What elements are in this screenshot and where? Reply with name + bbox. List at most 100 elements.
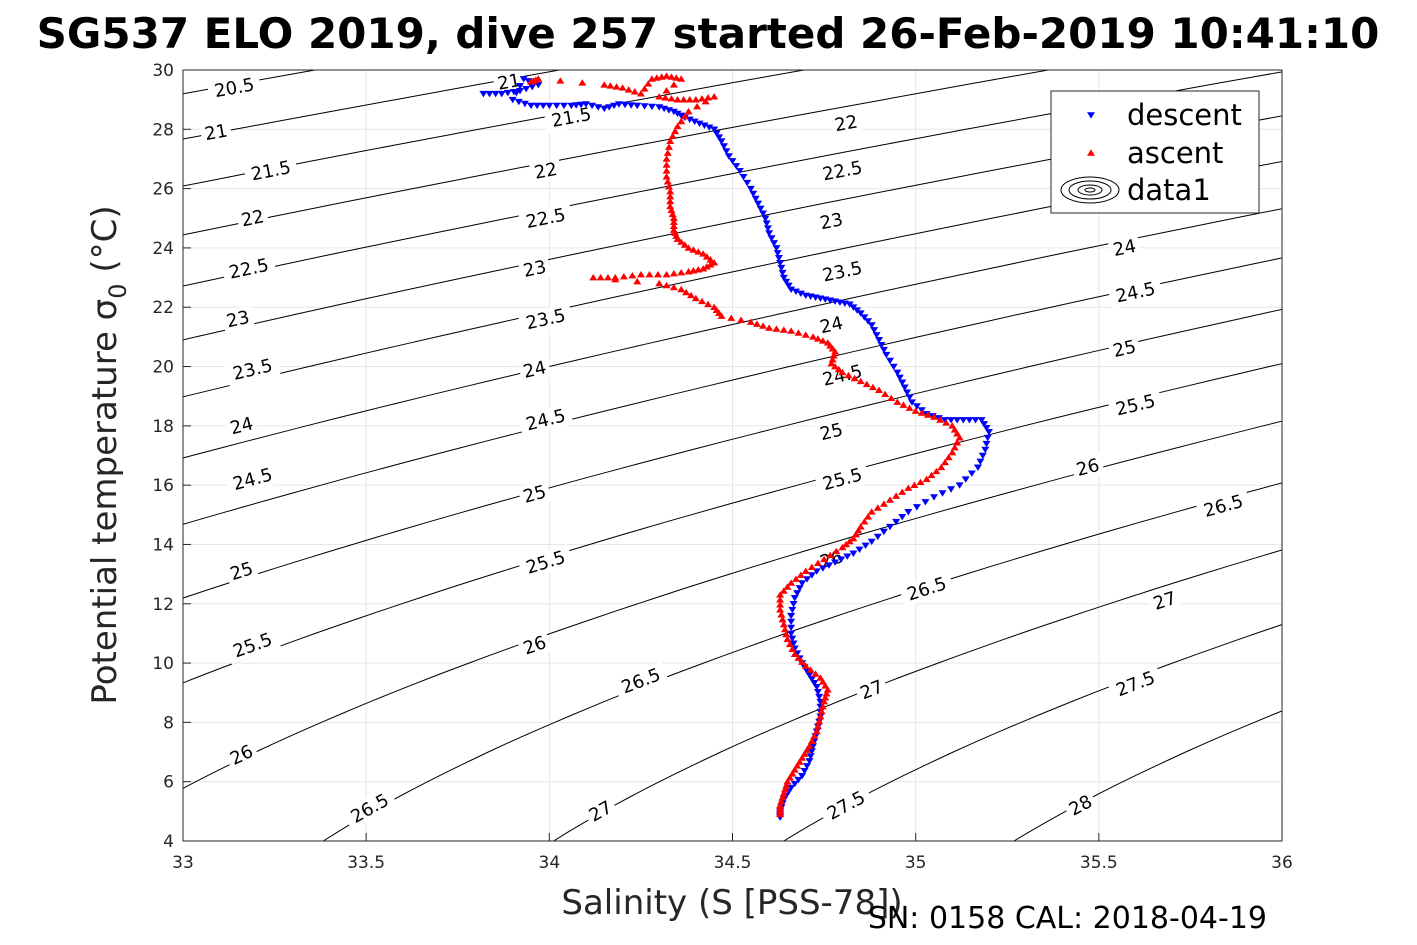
descent-point xyxy=(677,112,686,120)
ascent-point xyxy=(589,273,598,281)
contour-label-11: 23 xyxy=(220,305,255,334)
ascent-point xyxy=(881,390,890,398)
legend-item-data1[interactable]: data1 xyxy=(1060,173,1211,207)
descent-point xyxy=(512,89,521,97)
ascent-point xyxy=(782,782,791,789)
ascent-point xyxy=(666,137,675,144)
descent-point xyxy=(904,509,913,516)
descent-point xyxy=(790,780,799,788)
descent-point xyxy=(807,748,816,755)
contour-label-bg xyxy=(221,252,277,285)
ascent-point xyxy=(697,95,706,102)
contour-label-bg xyxy=(517,402,574,437)
ascent-point xyxy=(779,789,788,797)
ascent-point xyxy=(791,575,800,582)
y-tick-label-13: 30 xyxy=(152,61,174,81)
descent-point xyxy=(807,676,816,683)
ascent-point xyxy=(661,94,670,101)
ascent-point xyxy=(636,271,645,278)
y-tick-label-11: 26 xyxy=(152,180,174,200)
descent-point xyxy=(700,122,709,129)
descent-point xyxy=(715,134,724,141)
descent-point xyxy=(770,240,779,247)
ascent-point xyxy=(779,326,788,333)
ascent-point xyxy=(644,80,653,87)
ascent-point xyxy=(923,411,932,418)
ascent-point xyxy=(662,87,671,94)
ascent-point xyxy=(932,467,941,475)
ascent-point xyxy=(691,294,700,302)
ascent-point xyxy=(669,222,678,229)
ascent-point xyxy=(787,327,796,334)
descent-point xyxy=(867,322,876,329)
ascent-point xyxy=(922,475,931,483)
legend-item-ascent[interactable]: ascent xyxy=(1087,136,1223,170)
descent-point xyxy=(528,84,537,91)
ascent-point xyxy=(777,797,786,805)
contour-label-bg xyxy=(1147,585,1183,616)
descent-point xyxy=(889,363,898,371)
contour-label-7: 22 xyxy=(829,109,863,137)
ascent-point xyxy=(606,82,615,89)
descent-point xyxy=(879,528,888,536)
ascent-point xyxy=(942,419,951,426)
descent-point xyxy=(912,403,921,410)
ascent-point xyxy=(665,183,674,190)
descent-point xyxy=(751,195,760,203)
ascent-point xyxy=(811,670,820,677)
ascent-point xyxy=(667,95,676,102)
descent-point xyxy=(647,103,656,111)
contour-label-bg xyxy=(517,479,553,509)
descent-point xyxy=(875,337,884,344)
ascent-point xyxy=(663,178,672,185)
ascent-point xyxy=(955,434,964,441)
legend-item-descent[interactable]: descent xyxy=(1087,98,1242,132)
ascent-point xyxy=(624,86,633,93)
descent-point xyxy=(621,101,630,109)
ascent-point xyxy=(677,117,686,125)
ascent-point xyxy=(813,335,822,342)
descent-point xyxy=(798,772,807,780)
descent-point xyxy=(746,185,755,193)
descent-point xyxy=(614,101,623,108)
ascent-point xyxy=(778,793,787,801)
ascent-point xyxy=(790,650,799,657)
ascent-point xyxy=(684,244,693,251)
contour-label-bg xyxy=(814,417,849,447)
descent-point xyxy=(976,458,985,466)
ascent-point xyxy=(822,690,831,697)
descent-point xyxy=(782,278,791,286)
descent-point xyxy=(809,743,818,750)
ascent-point xyxy=(868,383,877,391)
legend-label-descent: descent xyxy=(1127,98,1242,132)
descent-point xyxy=(861,542,870,550)
ascent-point xyxy=(778,615,787,623)
contour-label-19: 24 xyxy=(814,310,849,340)
descent-point xyxy=(552,102,561,110)
descent-point xyxy=(719,143,728,150)
ascent-point xyxy=(694,248,703,255)
density-contour-23 xyxy=(183,115,1282,341)
descent-point xyxy=(873,533,882,541)
ascent-point xyxy=(689,246,698,253)
descent-point xyxy=(870,327,879,334)
ascent-point xyxy=(662,161,671,168)
ascent-point xyxy=(788,645,797,653)
legend-box xyxy=(1050,90,1260,214)
ascent-point xyxy=(812,727,821,735)
ascent-point xyxy=(782,630,791,638)
descent-point xyxy=(791,288,800,296)
contour-label-bg xyxy=(224,626,281,665)
contour-label-text: 24 xyxy=(818,313,845,338)
ascent-point xyxy=(898,488,907,495)
ascent-point xyxy=(862,380,871,388)
ascent-point xyxy=(838,368,847,376)
contour-label-bg xyxy=(898,570,955,608)
descent-point xyxy=(503,89,512,97)
descent-point xyxy=(843,553,852,560)
legend-contour-icon xyxy=(1060,176,1120,204)
ascent-point xyxy=(693,102,702,110)
descent-point xyxy=(807,572,816,579)
ascent-point xyxy=(892,492,901,499)
